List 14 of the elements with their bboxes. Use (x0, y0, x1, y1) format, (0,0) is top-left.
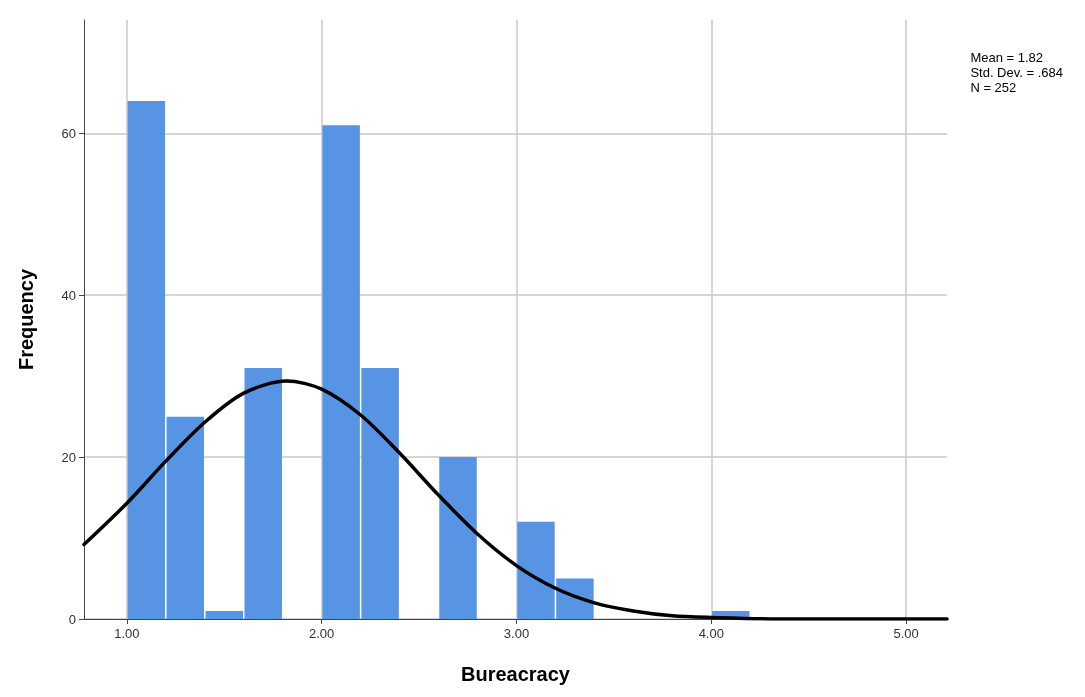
text: Std. Dev. = .684 (970, 65, 1064, 80)
y-tick-label: 20 (61, 449, 76, 465)
x-tick-label: 3.00 (503, 626, 530, 641)
text: Mean = 1.82 (970, 50, 1044, 65)
y-tick-label: 60 (61, 125, 76, 141)
x-axis-title: Bureacracy (461, 663, 571, 685)
x-tick-label: 1.00 (114, 626, 140, 641)
text: N = 252 (970, 80, 1017, 95)
x-tick-label: 4.00 (698, 626, 724, 641)
x-tick-label: 5.00 (893, 626, 919, 641)
y-axis-title: Frequency (15, 268, 37, 371)
y-tick-label: 40 (61, 287, 76, 303)
y-tick-label: 0 (68, 611, 76, 627)
x-tick-label: 2.00 (309, 626, 335, 641)
